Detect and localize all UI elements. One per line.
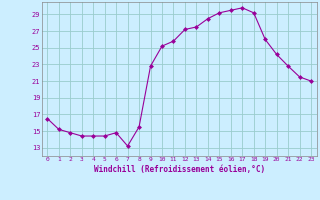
X-axis label: Windchill (Refroidissement éolien,°C): Windchill (Refroidissement éolien,°C)	[94, 165, 265, 174]
